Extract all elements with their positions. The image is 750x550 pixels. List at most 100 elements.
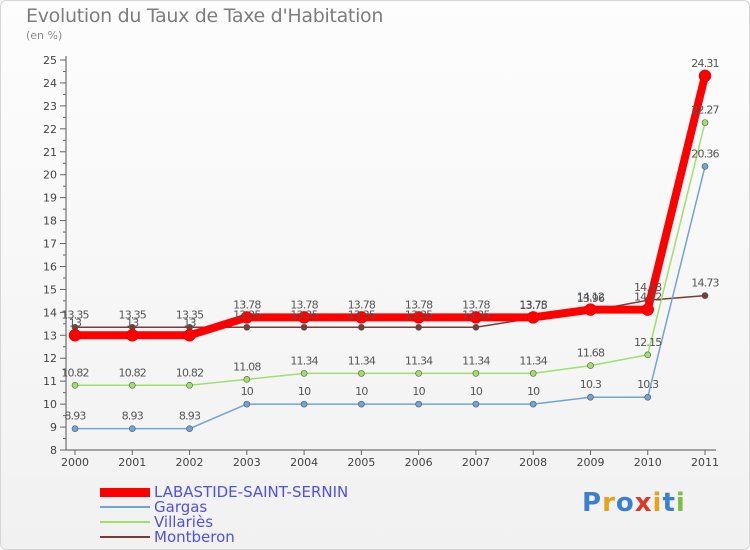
data-label: 12.15 [634,336,662,349]
data-label: 10 [527,385,540,398]
y-tick-label: 12 [43,352,57,365]
y-tick-label: 17 [43,238,57,251]
legend-label: Montberon [154,528,235,546]
data-point [183,329,196,342]
y-tick-label: 16 [43,260,57,273]
data-label: 14.12 [634,291,662,304]
data-point [415,370,422,377]
data-label: 10.82 [176,366,204,379]
data-point [644,393,652,401]
data-point [529,370,537,377]
x-tick-label: 2004 [290,456,318,469]
data-point [358,370,365,377]
proxiti-logo: Proxiti [582,488,686,518]
x-tick-label: 2000 [61,456,89,469]
data-point [701,292,709,299]
chart-unit: (en %) [26,29,63,42]
data-point [300,370,308,377]
data-label: 8.93 [64,410,86,423]
data-label: 10 [241,385,254,398]
x-tick-label: 2009 [576,456,604,469]
logo-letter: o [615,488,635,518]
y-tick-label: 20 [43,169,57,182]
data-label: 13.78 [233,298,261,311]
y-tick-label: 10 [43,398,57,411]
data-label: 20.36 [691,147,719,160]
y-tick-label: 25 [43,54,57,67]
data-point [469,311,483,324]
data-point [297,311,311,324]
data-point [240,311,254,324]
data-point [186,382,193,389]
x-tick-label: 2005 [347,456,375,469]
data-point [243,323,251,331]
y-tick-label: 14 [43,306,57,319]
legend-label: Gargas [154,498,208,516]
data-label: 13.35 [61,308,89,321]
data-label: 13.75 [519,299,547,312]
x-tick-label: 2006 [405,456,433,469]
legend-label: LABASTIDE-SAINT-SERNIN [154,483,349,501]
data-point [644,351,652,359]
legend-swatch [100,521,150,523]
logo-letter: t [662,488,676,518]
data-point [412,311,425,324]
data-point [698,69,712,83]
data-point [415,323,422,331]
data-point [641,303,654,316]
series-line-gargas [75,166,706,430]
data-point [472,323,480,331]
x-tick-label: 2002 [176,456,204,469]
y-tick-label: 8 [50,444,57,457]
data-point [526,311,540,324]
series-line-labastide-saint-sernin [75,74,709,340]
series-line-villariès [75,122,706,387]
data-label: 10 [412,385,425,398]
y-tick-label: 19 [43,192,57,205]
data-point [300,323,308,331]
logo-letter: r [602,488,616,518]
data-label: 13.78 [290,298,318,311]
data-point [355,311,368,324]
data-label: 11.34 [519,354,547,367]
data-label: 10.3 [580,378,602,391]
y-tick-label: 13 [43,329,57,342]
data-point [584,303,597,316]
data-point [472,400,480,408]
y-tick-label: 15 [43,283,57,296]
x-tick-label: 2008 [519,456,547,469]
data-point [300,400,308,408]
data-label: 13.96 [577,292,605,305]
data-label: 11.34 [290,354,318,367]
logo-letter: i [675,488,686,518]
legend-swatch [100,488,150,497]
data-label: 13 [126,316,139,329]
y-tick-label: 18 [43,215,57,228]
data-point [701,163,709,170]
data-label: 10 [355,385,368,398]
data-label: 13.35 [119,308,147,321]
data-point [415,400,422,408]
legend-swatch [100,506,150,508]
data-label: 13.35 [290,308,318,321]
data-label: 22.27 [691,104,719,117]
x-tick-label: 2007 [462,456,490,469]
data-label: 10.3 [637,378,659,391]
data-label: 11.34 [405,354,433,367]
logo-letter: P [582,488,603,518]
y-tick-label: 9 [50,421,57,434]
y-tick-label: 11 [43,375,57,388]
legend-swatch [100,536,150,538]
data-label: 11.34 [462,354,490,367]
data-point [358,400,365,408]
data-point [358,323,365,331]
data-label: 14.73 [691,277,719,290]
data-point [243,400,251,408]
data-point [587,393,594,401]
data-label: 11.34 [348,354,376,367]
data-label: 11.08 [233,360,261,373]
data-label: 13 [69,316,82,329]
chart-title: Evolution du Taux de Taxe d'Habitation [26,5,384,27]
data-label: 24.31 [691,57,719,70]
